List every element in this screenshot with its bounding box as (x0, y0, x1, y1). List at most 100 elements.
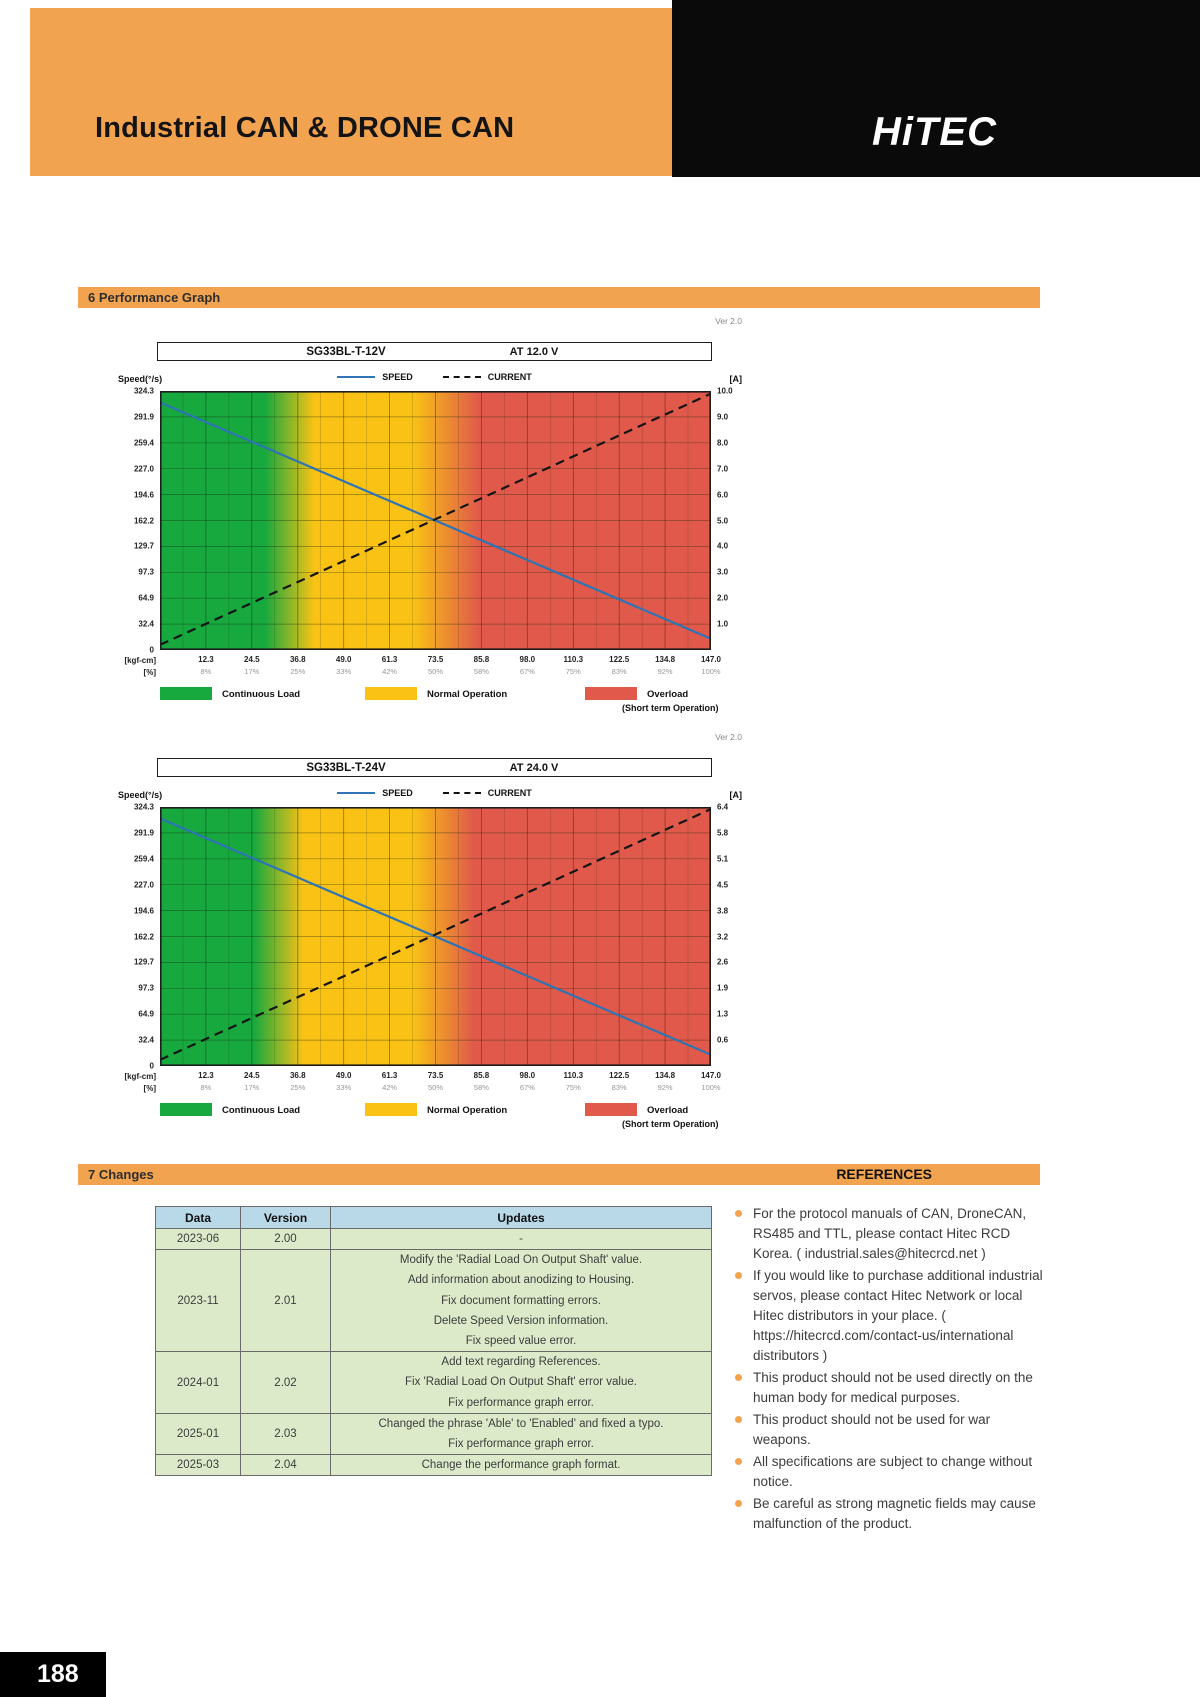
y-axis-right-ticks: 6.4 5.8 5.1 4.5 3.8 3.2 2.6 1.9 1.3 0.6 (715, 803, 742, 1066)
zone-swatch (585, 1103, 637, 1116)
zone-label: Continuous Load (222, 1105, 301, 1116)
change-version: 2.00 (240, 1227, 331, 1251)
changes-column-header: Version (240, 1206, 331, 1229)
bullet-icon (735, 1499, 742, 1507)
y-tick-left: 0 (149, 645, 154, 655)
change-version: 2.02 (240, 1351, 331, 1414)
legend-speed: SPEED (337, 788, 413, 798)
chart-model-name: SG33BL-T-24V (306, 761, 386, 774)
y-tick-left: 194.6 (133, 490, 154, 500)
update-line: Fix document formatting errors. (441, 1294, 601, 1307)
y-tick-right: 10.0 (717, 386, 733, 396)
chart-model-name: SG33BL-T-12V (306, 345, 386, 358)
x-axis-unit-labels: [kgf-cm] [%] (118, 655, 156, 679)
x-tick-value: 85.8 (473, 1071, 490, 1080)
change-updates: Modify the 'Radial Load On Output Shaft'… (330, 1249, 712, 1353)
x-tick-value: 110.3 (563, 1071, 584, 1080)
x-tick-percent: 8% (200, 1083, 212, 1092)
y-tick-right: 1.0 (717, 619, 729, 629)
y-tick-left: 97.3 (138, 983, 154, 993)
changes-table-header: Data Version Updates (155, 1206, 712, 1229)
changes-row: 2025-03 2.04 Change the performance graph … (155, 1454, 712, 1477)
bullet-icon (735, 1210, 742, 1217)
x-tick-value: 73.5 (427, 655, 444, 664)
change-updates: - (330, 1227, 712, 1251)
x-tick-percent: 83% (611, 667, 627, 676)
chart-version-label: Ver 2.0 (715, 316, 742, 326)
y-tick-right: 7.0 (717, 464, 729, 474)
update-line: Fix performance graph error. (448, 1396, 594, 1409)
changes-column-header: Updates (330, 1206, 712, 1229)
y-tick-left: 129.7 (133, 957, 154, 967)
x-tick-percent: 100% (701, 667, 721, 676)
plot-area (160, 807, 711, 1066)
update-line: Add text regarding References. (441, 1356, 601, 1369)
x-tick-value: 85.8 (473, 655, 490, 664)
zone-swatch (160, 1103, 212, 1116)
x-tick-percent: 50% (427, 667, 444, 676)
change-version: 2.01 (240, 1249, 331, 1353)
reference-text: For the protocol manuals of CAN, DroneCA… (753, 1206, 1027, 1261)
y-axis-left-ticks: 324.3 291.9 259.4 227.0 194.6 162.2 129.7 97.3 6… (118, 387, 156, 655)
y-tick-right: 2.6 (717, 957, 729, 967)
reference-text: This product should not be used directly… (753, 1369, 1033, 1405)
performance-chart-1: Ver 2.0 SG33BL-T-12V AT 12.0 V Speed(°/s) SP… (118, 316, 742, 718)
y-axis-left-ticks: 324.3 291.9 259.4 227.0 194.6 162.2 129.7 97.3 6… (118, 803, 156, 1071)
y-tick-left: 97.3 (138, 567, 154, 577)
change-date: 2024-01 (155, 1351, 241, 1414)
update-line: Changed the phrase 'Able' to 'Enabled' a… (378, 1417, 664, 1430)
chart-voltage-label: AT 24.0 V (509, 761, 559, 774)
zone-label: Continuous Load (222, 689, 301, 700)
references-list: For the protocol manuals of CAN, DroneCA… (735, 1204, 1049, 1536)
page-number: 188 (0, 1652, 106, 1697)
reference-item: If you would like to purchase additional… (735, 1266, 1049, 1366)
change-date: 2023-11 (155, 1249, 241, 1353)
bullet-icon (735, 1457, 742, 1465)
y-tick-right: 2.0 (717, 593, 729, 603)
x-tick-percent: 92% (657, 667, 673, 676)
header-orange-band (30, 8, 672, 176)
performance-chart-2: Ver 2.0 SG33BL-T-24V AT 24.0 V Speed(°/s) SP… (118, 732, 742, 1134)
x-tick-percent: 58% (473, 1083, 489, 1092)
x-percent-label: [%] (143, 1084, 156, 1093)
x-tick-value: 36.8 (289, 655, 306, 664)
x-tick-value: 49.0 (335, 655, 352, 664)
reference-text: Be careful as strong magnetic fields may… (753, 1495, 1036, 1531)
current-line-icon (442, 792, 481, 794)
reference-item: Be careful as strong magnetic fields may… (735, 1494, 1049, 1534)
change-updates: Add text regarding References. Fix 'Radia… (330, 1351, 712, 1414)
x-tick-value: 122.5 (609, 655, 630, 664)
update-line: Add information about anodizing to Housi… (407, 1274, 635, 1287)
x-tick-percent: 17% (244, 1083, 260, 1092)
y-axis-left-label: Speed(°/s) (118, 790, 163, 800)
reference-item: All specifications are subject to change… (735, 1452, 1049, 1492)
chart-version-label: Ver 2.0 (715, 732, 742, 742)
y-tick-left: 129.7 (133, 541, 154, 551)
x-axis-unit-labels: [kgf-cm] [%] (118, 1071, 156, 1095)
y-tick-right: 5.8 (717, 828, 729, 838)
section-changes-label: 7 Changes (88, 1167, 154, 1182)
x-tick-value: 36.8 (289, 1071, 306, 1080)
y-tick-right: 6.0 (717, 490, 729, 500)
zone-swatch (365, 687, 417, 700)
zone-label: Normal Operation (427, 1105, 508, 1116)
y-tick-right: 8.0 (717, 438, 729, 448)
x-tick-value: 122.5 (609, 1071, 630, 1080)
x-tick-percent: 92% (657, 1083, 673, 1092)
y-tick-left: 64.9 (138, 593, 154, 603)
y-tick-left: 162.2 (133, 932, 154, 941)
changes-row: 2023-06 2.00 - (155, 1227, 712, 1251)
chart-legend-row: Speed(°/s) SPEED CURRENT [A] (118, 785, 742, 801)
x-tick-value: 134.8 (655, 655, 676, 664)
y-tick-right: 3.2 (717, 932, 729, 941)
speed-line-icon (337, 376, 376, 378)
legend-current: CURRENT (442, 788, 532, 798)
update-line: Delete Speed Version information. (433, 1314, 609, 1327)
change-version: 2.04 (240, 1454, 331, 1477)
page-title: Industrial CAN & DRONE CAN (95, 112, 515, 144)
y-tick-left: 259.4 (133, 854, 154, 864)
plot-area (160, 391, 711, 650)
y-tick-right: 5.1 (717, 854, 729, 864)
x-tick-percent: 25% (290, 1083, 306, 1092)
x-tick-value: 98.0 (519, 655, 536, 664)
